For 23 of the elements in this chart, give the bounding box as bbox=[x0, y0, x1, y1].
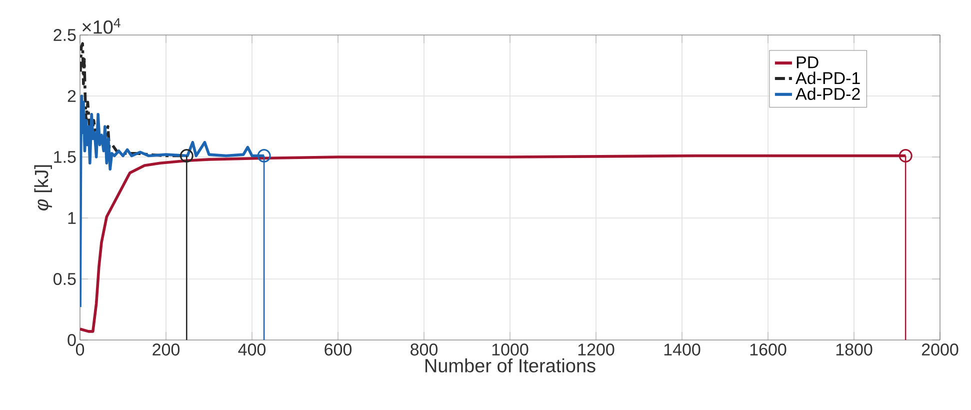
x-tick-label: 1000 bbox=[492, 344, 528, 356]
y-axis-title: φ [kJ] bbox=[34, 165, 52, 210]
legend-label: PD bbox=[796, 56, 818, 68]
x-tick-label: 1200 bbox=[578, 344, 614, 356]
x-tick-label: 1600 bbox=[750, 344, 786, 356]
x-tick-label: 200 bbox=[152, 344, 180, 356]
y-tick-label: 1.5 bbox=[54, 151, 76, 163]
x-tick-label: 0 bbox=[76, 344, 84, 356]
legend-label: Ad-PD-1 bbox=[796, 72, 860, 84]
y-tick-label: 1 bbox=[68, 212, 76, 224]
text: ×10$^{4}$ bbox=[82, 18, 120, 34]
y-tick-label: 2 bbox=[68, 90, 76, 102]
y-tick-label: 0.5 bbox=[53, 272, 76, 286]
x-tick-label: 600 bbox=[324, 344, 352, 356]
x-tick-label: 2000 bbox=[922, 344, 958, 356]
y-tick-label: 2.5 bbox=[54, 28, 76, 42]
y-tick-label: 0 bbox=[68, 334, 76, 346]
x-tick-label: 800 bbox=[410, 344, 438, 356]
x-tick-label: 1800 bbox=[836, 344, 872, 356]
x-axis-title: Number of Iterations bbox=[425, 358, 596, 372]
legend-label: Ad-PD-2 bbox=[796, 87, 860, 100]
x-tick-label: 1400 bbox=[664, 344, 700, 356]
x-tick-label: 400 bbox=[238, 344, 266, 356]
